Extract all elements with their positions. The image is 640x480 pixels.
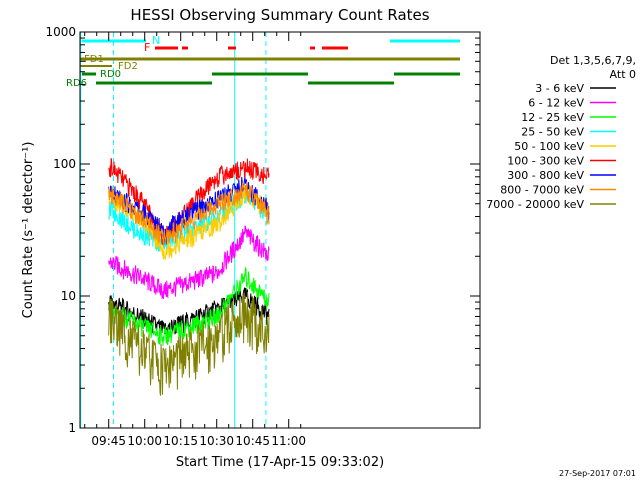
series-line [108, 266, 270, 346]
legend-entry-label: 25 - 50 keV [521, 126, 584, 139]
legend-entry-label: 300 - 800 keV [507, 169, 584, 182]
legend-entry-label: 12 - 25 keV [521, 111, 584, 124]
flag-label: FD1 [84, 54, 104, 65]
y-tick-label: 100 [53, 157, 76, 171]
flag-label: F [144, 41, 150, 54]
x-tick-label: 10:30 [199, 434, 234, 448]
plot-frame [79, 31, 481, 429]
y-tick-label: 1 [68, 421, 76, 435]
series-line [108, 225, 270, 300]
legend-entry-label: 3 - 6 keV [535, 82, 584, 95]
series-line [108, 291, 270, 396]
legend-entry-label: 7000 - 20000 keV [486, 198, 584, 211]
flag-label: RD6 [66, 78, 87, 89]
flag-label: RD0 [100, 69, 121, 80]
legend: Det 1,3,5,6,7,9, Att 0 3 - 6 keV 6 - 12 k… [486, 54, 636, 211]
legend-entry-label: 6 - 12 keV [528, 97, 584, 110]
legend-entry-label: 100 - 300 keV [507, 155, 584, 168]
y-tick-label: 1000 [45, 25, 76, 39]
axes: 09:45 10:00 10:15 10:30 10:45 11:00 1 10 100 1000 [45, 25, 480, 448]
legend-header-line1: Det 1,3,5,6,7,9, [550, 54, 636, 67]
legend-entry-label: 800 - 7000 keV [500, 184, 584, 197]
y-tick-label: 10 [61, 289, 76, 303]
x-axis-label: Start Time (17-Apr-15 09:33:02) [176, 455, 384, 470]
series-line [108, 180, 270, 247]
x-tick-label: 10:45 [235, 434, 270, 448]
x-tick-label: 10:00 [127, 434, 162, 448]
chart-title: HESSI Observing Summary Count Rates [130, 6, 429, 24]
x-tick-label: 10:15 [163, 434, 198, 448]
flag-label: N [152, 34, 160, 47]
x-tick-label: 11:00 [271, 434, 306, 448]
x-tick-label: 09:45 [91, 434, 126, 448]
flag-label: FD2 [118, 61, 138, 72]
legend-entry-label: 50 - 100 keV [514, 140, 584, 153]
footer-date: 27-Sep-2017 07:01 [559, 469, 636, 478]
y-axis-label: Count Rate (s⁻¹ detector⁻¹) [21, 142, 36, 319]
series-line [108, 158, 270, 245]
legend-header-line2: Att 0 [610, 68, 636, 81]
